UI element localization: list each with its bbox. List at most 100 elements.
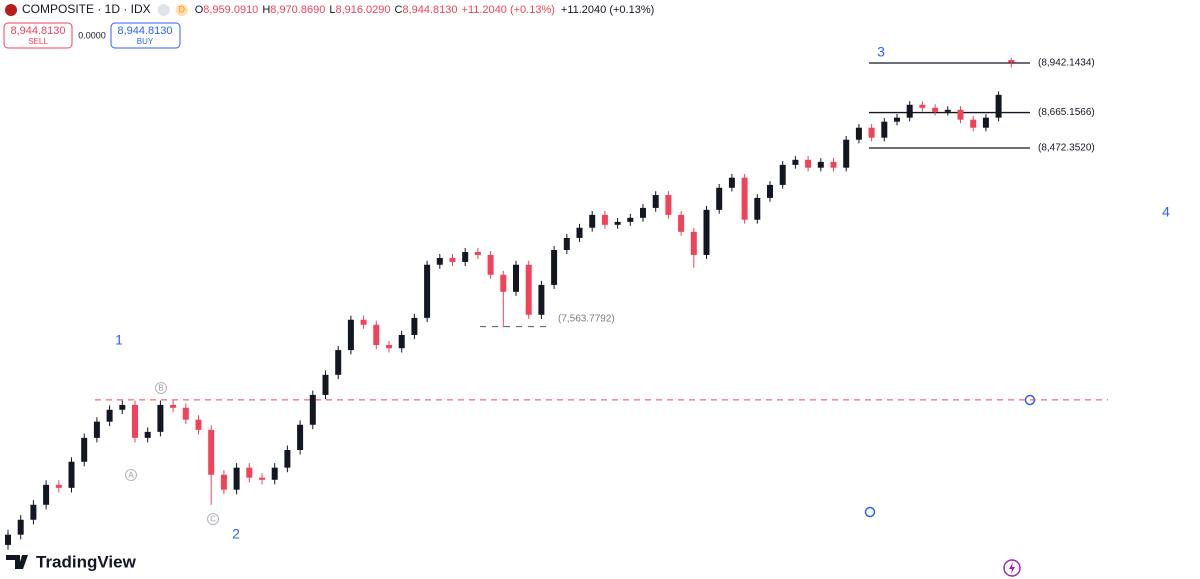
wave-label: 2 [232,526,240,542]
candle-body [68,461,75,488]
buy-label: BUY [137,37,154,46]
candle-body [259,477,265,480]
symbol-logo [5,4,17,16]
candle-body [614,221,621,225]
candle-body [208,429,215,475]
candle-body [601,214,608,225]
candle-body [767,184,773,198]
candle-body [678,214,685,232]
candle-body [398,334,405,349]
candle-body [335,350,342,375]
candle-body [792,159,799,165]
candle-body [563,237,570,250]
candle-body [30,504,37,520]
candle-body [93,421,100,438]
candle-body [119,404,126,410]
abc-circle [155,382,167,394]
wave-label: 1 [115,332,123,348]
alert-bolt [1009,562,1015,574]
candle-body [474,251,481,255]
candle-body [551,249,558,285]
candle-body [881,121,888,138]
candle-body [81,437,88,462]
candle-body [182,407,189,420]
candle-body [500,274,507,292]
sell-button[interactable] [3,22,73,49]
candle-body [741,177,748,220]
abc-circle [125,469,137,481]
candle-body [868,127,875,138]
candle-body [144,431,151,438]
candle-body [157,404,164,432]
candle-body [424,264,431,318]
candle-body [106,409,113,422]
change-secondary: +11.2040 (+0.13%) [561,4,654,16]
candle-body [347,319,354,351]
ohlc-value: 8,916.0290 [335,4,390,16]
candle-body [805,159,812,168]
candle-body [132,404,138,438]
candle-body [944,109,951,112]
candle-body [754,197,761,220]
abc-label: A [128,471,134,480]
buy-button[interactable] [110,22,181,49]
candle-body [17,519,24,535]
anchor-point[interactable] [864,506,876,518]
level-label: (8,665.1566) [1038,107,1095,118]
candle-body [487,254,494,275]
ohlc-key: L [329,4,335,16]
level-label: (8,942.1434) [1038,58,1095,69]
badge: D [178,4,185,14]
candle-body [462,251,469,262]
badge-bg [175,4,188,16]
candle-body [373,324,380,346]
candle-body [932,107,939,112]
abc-label: C [210,515,216,524]
candle-body [640,207,646,218]
ohlc-value: 8,970.8690 [270,4,325,16]
candle-body [284,450,291,468]
ohlc-value: 8,944.8130 [402,4,457,16]
candle-body [309,394,316,425]
candle-body [525,264,532,315]
buy-price: 8,944.8130 [117,25,172,37]
candle-body [843,139,850,168]
candle-body [297,424,304,451]
candle-body [665,195,672,215]
candle-body [411,317,418,335]
low-mark-label: (7,563.7792) [558,313,615,324]
candle-body [5,534,11,545]
spread: 0.0000 [78,30,106,40]
candle-body [538,284,545,315]
candle-body [322,374,329,395]
level-label: (8,472.3520) [1038,143,1095,154]
candle-body [817,161,824,168]
candle-body [982,117,989,128]
candle-body [386,345,392,349]
symbol-title: COMPOSITE · 1D · IDX [22,2,151,16]
candle-body [690,231,697,255]
wave-label: 3 [877,44,885,60]
sell-price: 8,944.8130 [10,25,65,37]
candle-body [894,117,900,122]
candle-body [246,467,253,478]
ohlc-value: 8,959.0910 [203,4,258,16]
tv-logo-text: TradingView [36,552,137,571]
candle-body [170,404,177,408]
candle-body [779,164,786,185]
candle-body [995,94,1002,118]
ohlc-key: O [195,4,204,16]
tv-logo-mark [6,555,28,569]
candle-body [728,177,735,188]
candle-body [220,474,227,490]
candle-body [906,104,913,118]
candle-body [830,161,837,168]
sell-label: SELL [28,37,48,46]
status-dot [157,4,170,16]
candle-body [360,319,367,325]
candle-body [716,187,723,210]
candle-body [233,467,240,490]
candle-body [652,195,659,208]
candle-body [970,119,977,128]
